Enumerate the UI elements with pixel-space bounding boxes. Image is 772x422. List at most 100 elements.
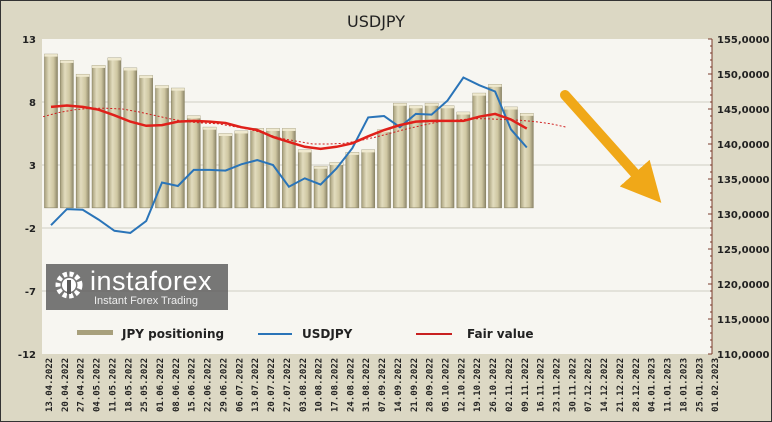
x-axis-tick-label: 01.02.2023 xyxy=(711,358,721,412)
chart-title: USDJPY xyxy=(347,12,405,31)
bar-cap xyxy=(234,130,248,134)
x-axis-tick-label: 18.01.2023 xyxy=(679,358,689,412)
x-axis-tick-label: 05.10.2022 xyxy=(442,358,452,412)
right-axis-tick-label: 125,0000 xyxy=(717,245,770,256)
x-axis-tick-label: 14.12.2022 xyxy=(600,358,610,412)
bar-cap xyxy=(76,74,90,77)
bar-jpy-positioning xyxy=(91,65,106,209)
x-axis-tick-label: 08.06.2022 xyxy=(172,358,182,412)
left-axis-tick-label: -7 xyxy=(25,287,36,298)
bar-cap xyxy=(361,149,375,153)
bar-jpy-positioning xyxy=(377,129,391,209)
bar-cap xyxy=(203,127,217,130)
fair-value-line xyxy=(50,104,528,151)
legend: JPY positioning USDJPY Fair value xyxy=(77,327,534,341)
x-axis-tick-label: 15.06.2022 xyxy=(188,358,198,412)
left-axis-tick-label: -2 xyxy=(25,224,36,235)
bar-cap xyxy=(345,152,359,155)
x-axis-tick-label: 07.09.2022 xyxy=(378,358,388,412)
left-axis-tick-label: 13 xyxy=(22,35,36,46)
bar-cap xyxy=(488,84,502,87)
bar-jpy-positioning xyxy=(345,152,360,209)
bar-cap xyxy=(282,128,296,131)
legend-label-jpy-positioning: JPY positioning xyxy=(121,327,224,341)
bar-jpy-positioning xyxy=(139,75,153,209)
bar-cap xyxy=(60,60,74,63)
x-axis-tick-label: 20.04.2022 xyxy=(61,358,71,412)
bar-jpy-positioning xyxy=(456,111,471,209)
bar-cap xyxy=(329,162,343,165)
bar-jpy-positioning xyxy=(155,85,169,209)
right-axis-tick-label: 115,0000 xyxy=(717,315,770,326)
legend-swatch-jpy-positioning xyxy=(77,330,113,335)
right-axis-tick-label: 110,0000 xyxy=(717,350,770,361)
bar-cap xyxy=(409,105,423,109)
x-axis-tick-label: 27.07.2022 xyxy=(283,358,293,412)
x-axis-tick-label: 13.07.2022 xyxy=(251,358,261,412)
bar-jpy-positioning xyxy=(107,57,122,209)
x-axis-tick-label: 21.12.2022 xyxy=(616,358,626,412)
bar-jpy-positioning xyxy=(171,87,185,209)
x-axis-tick-label: 28.09.2022 xyxy=(426,358,436,412)
x-axis-tick-label: 19.10.2022 xyxy=(473,358,483,412)
bar-cap xyxy=(298,149,312,153)
x-axis-tick-label: 25.05.2022 xyxy=(140,358,150,412)
bar-jpy-positioning xyxy=(472,92,487,209)
bar-jpy-positioning xyxy=(234,130,249,209)
x-axis-tick-label: 25.01.2023 xyxy=(695,358,705,412)
bar-jpy-positioning xyxy=(424,102,439,209)
x-axis-tick-label: 22.06.2022 xyxy=(204,358,214,412)
bar-jpy-positioning xyxy=(75,73,90,209)
bar-cap xyxy=(393,103,407,106)
x-axis-tick-label: 02.11.2022 xyxy=(505,358,515,412)
x-axis-tick-label: 21.09.2022 xyxy=(410,358,420,412)
bar-cap xyxy=(441,105,454,109)
fair-value-trend-line xyxy=(42,107,567,145)
x-axis-tick-label: 14.09.2022 xyxy=(394,358,404,412)
right-axis-tick-label: 135,0000 xyxy=(717,175,770,186)
bar-jpy-positioning xyxy=(123,67,138,209)
bar-cap xyxy=(520,113,534,116)
left-axis-tick-label: -12 xyxy=(18,350,36,361)
bar-cap xyxy=(155,85,169,89)
right-axis-tick-label: 120,0000 xyxy=(717,280,770,291)
left-axis-tick-label: 3 xyxy=(29,161,36,172)
bar-jpy-positioning xyxy=(361,149,376,209)
x-axis-tick-label: 10.08.2022 xyxy=(315,358,325,412)
bar-cap xyxy=(314,166,328,169)
x-axis-tick-label: 29.06.2022 xyxy=(219,358,229,412)
bar-cap xyxy=(123,67,137,71)
bar-jpy-positioning xyxy=(313,165,328,209)
x-axis-tick-label: 20.07.2022 xyxy=(267,358,277,412)
right-axis-tick-label: 145,0000 xyxy=(717,105,770,116)
x-axis-tick-label: 03.08.2022 xyxy=(299,358,309,412)
bar-cap xyxy=(266,128,280,131)
gear-logo-icon xyxy=(55,271,83,299)
x-axis-tick-label: 26.10.2022 xyxy=(489,358,499,412)
right-axis-tick-label: 140,0000 xyxy=(717,140,770,151)
x-axis-tick-label: 28.12.2022 xyxy=(632,358,642,412)
bar-jpy-positioning xyxy=(186,115,201,209)
bar-cap xyxy=(44,54,58,57)
x-axis-tick-label: 01.06.2022 xyxy=(156,358,166,412)
bar-cap xyxy=(107,57,121,61)
bar-jpy-positioning xyxy=(266,128,280,209)
bar-cap xyxy=(187,115,201,119)
bar-cap xyxy=(504,107,518,110)
x-axis-tick-label: 16.11.2022 xyxy=(537,358,547,412)
right-axis-tick-label: 150,0000 xyxy=(717,70,770,81)
x-axis-tick-label: 04.01.2023 xyxy=(648,358,658,412)
bar-jpy-positioning xyxy=(393,102,407,209)
x-axis-tick-label: 23.11.2022 xyxy=(553,358,563,412)
x-axis-tick-label: 04.05.2022 xyxy=(93,358,103,412)
bar-cap xyxy=(92,65,106,68)
bar-cap xyxy=(472,93,486,96)
logo-tagline: Instant Forex Trading xyxy=(94,295,198,307)
x-axis-tick-label: 13.04.2022 xyxy=(45,358,55,412)
legend-label-usdjpy: USDJPY xyxy=(302,327,353,341)
right-axis-tick-label: 155,0000 xyxy=(717,35,770,46)
x-axis-tick-label: 17.08.2022 xyxy=(330,358,340,412)
downtrend-arrow xyxy=(560,90,662,203)
bar-cap xyxy=(425,103,439,106)
